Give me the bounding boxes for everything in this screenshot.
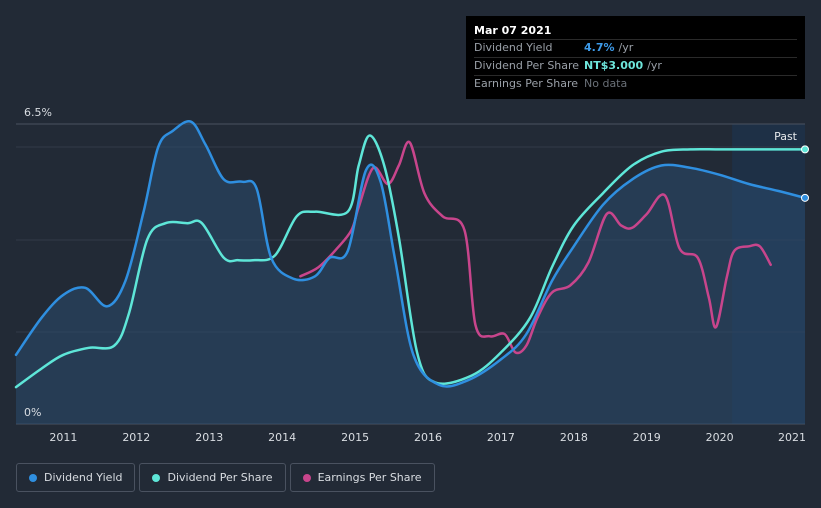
x-tick-label: 2019 (633, 431, 661, 444)
x-axis-ticks: 2011 2012 2013 2014 2015 2016 2017 2018 2019 2020… (49, 431, 806, 444)
tooltip-row-dividend-yield: Dividend Yield 4.7% /yr (474, 39, 797, 56)
legend-dividend-per-share[interactable]: Dividend Per Share (139, 463, 286, 492)
x-tick-label: 2012 (122, 431, 150, 444)
dividend-yield-line (14, 120, 807, 388)
tooltip-value: No data (584, 77, 628, 90)
legend-label: Earnings Per Share (317, 471, 422, 484)
tooltip-row-dividend-per-share: Dividend Per Share NT$3.000 /yr (474, 57, 797, 74)
tooltip-value: 4.7% (584, 41, 615, 54)
legend-earnings-per-share[interactable]: Earnings Per Share (289, 463, 435, 492)
tooltip-value: NT$3.000 (584, 59, 644, 72)
tooltip-unit: /yr (618, 41, 634, 54)
dividend-per-share-endpoint (801, 145, 809, 154)
area-layer (16, 121, 805, 424)
tooltip-label: Earnings Per Share (474, 77, 579, 90)
legend-label: Dividend Yield (44, 471, 123, 484)
x-tick-label: 2018 (560, 431, 588, 444)
legend: Dividend Yield Dividend Per Share Earnin… (16, 463, 435, 492)
tooltip-label: Dividend Per Share (474, 59, 580, 72)
tooltip-row-earnings-per-share: Earnings Per Share No data (474, 75, 797, 92)
legend-dot-icon (152, 473, 161, 482)
x-tick-label: 2011 (49, 431, 77, 444)
dividend-yield-endpoint (801, 193, 809, 202)
tooltip-label: Dividend Yield (474, 41, 553, 54)
past-label: Past (774, 130, 798, 143)
dividend-yield-area (16, 121, 805, 424)
y-min-label: 0% (24, 406, 41, 419)
x-tick-label: 2021 (778, 431, 806, 444)
y-max-label: 6.5% (24, 106, 52, 119)
legend-label: Dividend Per Share (167, 471, 273, 484)
dividend-per-share-line (14, 134, 807, 389)
x-tick-label: 2013 (195, 431, 223, 444)
marker-layer (801, 145, 809, 202)
legend-dot-icon (302, 473, 311, 482)
x-tick-label: 2020 (706, 431, 734, 444)
earnings-per-share-line (299, 140, 772, 355)
tooltip-unit: /yr (647, 59, 662, 72)
x-tick-label: 2015 (341, 431, 369, 444)
legend-dot-icon (29, 473, 37, 482)
x-tick-label: 2016 (414, 431, 442, 444)
tooltip: Mar 07 2021 Dividend Yield 4.7% /yr Divi… (466, 16, 805, 99)
x-tick-label: 2014 (268, 431, 296, 444)
tooltip-date: Mar 07 2021 (474, 24, 552, 37)
x-tick-label: 2017 (487, 431, 515, 444)
legend-dividend-yield[interactable]: Dividend Yield (16, 463, 136, 492)
line-layer (14, 120, 807, 389)
